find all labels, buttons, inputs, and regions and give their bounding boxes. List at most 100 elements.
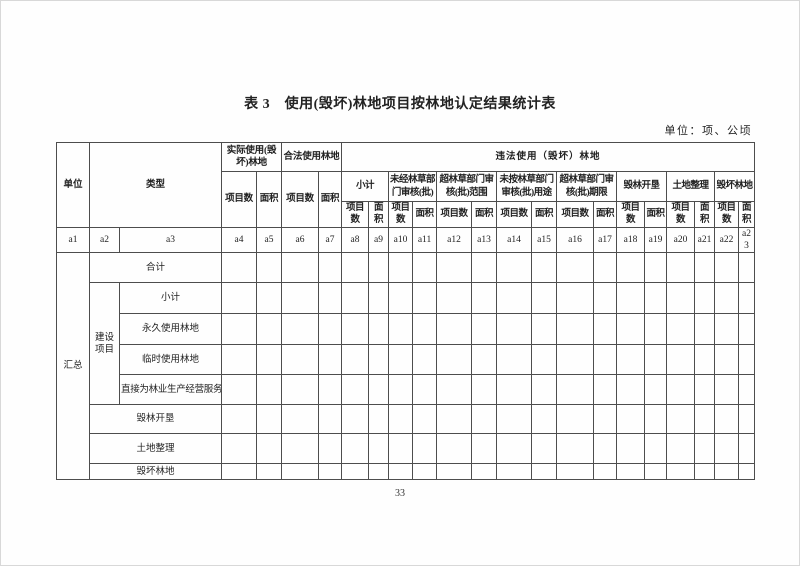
empty-data-cell <box>471 313 498 346</box>
empty-data-cell <box>256 282 283 315</box>
empty-data-cell <box>531 252 558 284</box>
header-illegal-land-consolidation: 土地整理 <box>666 171 716 202</box>
empty-data-cell <box>644 252 668 284</box>
empty-data-cell <box>436 404 473 435</box>
empty-data-cell <box>436 433 473 465</box>
code-cell: a8 <box>341 226 370 254</box>
header-actual-area: 面积 <box>256 171 283 228</box>
empty-data-cell <box>714 252 740 284</box>
empty-data-cell <box>341 463 370 481</box>
empty-data-cell <box>531 282 558 315</box>
header-project-count: 项目数 <box>556 201 595 228</box>
code-cell: a14 <box>496 226 533 254</box>
empty-data-cell <box>644 282 668 315</box>
empty-data-cell <box>318 344 343 376</box>
header-legal-use: 合法使用林地 <box>281 142 343 172</box>
empty-data-cell <box>738 433 756 465</box>
empty-data-cell <box>412 282 438 315</box>
empty-data-cell <box>644 463 668 481</box>
header-row-measures: 项目数 面积 项目数 面积 项目数 面积 项目数 面积 项目数 面积 项目数 面… <box>57 201 756 228</box>
empty-data-cell <box>436 282 473 315</box>
empty-data-cell <box>221 282 258 315</box>
empty-data-cell <box>714 313 740 346</box>
empty-data-cell <box>471 404 498 435</box>
table-row-permanent: 永久使用林地 <box>57 313 756 346</box>
empty-data-cell <box>341 404 370 435</box>
empty-data-cell <box>221 374 258 406</box>
header-actual-project-count: 项目数 <box>221 171 258 228</box>
code-cell: a22 <box>714 226 740 254</box>
code-cell: a15 <box>531 226 558 254</box>
empty-data-cell <box>281 344 320 376</box>
empty-data-cell <box>496 374 533 406</box>
empty-data-cell <box>714 282 740 315</box>
header-area: 面积 <box>644 201 668 228</box>
empty-data-cell <box>496 433 533 465</box>
header-illegal-beyond-scope: 超林草部门审核(批)范围 <box>436 171 498 202</box>
table-row-temporary: 临时使用林地 <box>57 344 756 376</box>
empty-data-cell <box>221 433 258 465</box>
empty-data-cell <box>281 282 320 315</box>
empty-data-cell <box>556 374 595 406</box>
empty-data-cell <box>221 313 258 346</box>
code-cell: a16 <box>556 226 595 254</box>
empty-data-cell <box>318 313 343 346</box>
empty-data-cell <box>556 282 595 315</box>
empty-data-cell <box>738 313 756 346</box>
table-row-destroyed: 毁坏林地 <box>57 463 756 481</box>
empty-data-cell <box>531 374 558 406</box>
empty-data-cell <box>256 463 283 481</box>
empty-data-cell <box>281 433 320 465</box>
row-label-subtotal: 小计 <box>118 282 223 315</box>
empty-data-cell <box>556 252 595 284</box>
empty-data-cell <box>496 463 533 481</box>
empty-data-cell <box>368 433 390 465</box>
empty-data-cell <box>531 463 558 481</box>
empty-data-cell <box>256 374 283 406</box>
empty-data-cell <box>368 282 390 315</box>
header-actual-use: 实际使用(毁坏)林地 <box>221 142 283 172</box>
empty-data-cell <box>471 374 498 406</box>
empty-data-cell <box>388 282 414 315</box>
empty-data-cell <box>616 463 646 481</box>
empty-data-cell <box>644 433 668 465</box>
code-cell: a23 <box>738 226 756 254</box>
empty-data-cell <box>256 404 283 435</box>
empty-data-cell <box>318 252 343 284</box>
header-illegal-use: 违法使用（毁坏）林地 <box>341 142 756 172</box>
code-row: a1 a2 a3 a4 a5 a6 a7 a8 a9 a10 a11 a12 a… <box>56 226 756 254</box>
code-cell: a7 <box>318 226 343 254</box>
empty-data-cell <box>616 433 646 465</box>
unit-note: 单位：项、公顷 <box>664 125 752 137</box>
empty-data-cell <box>694 344 716 376</box>
empty-data-cell <box>496 313 533 346</box>
empty-data-cell <box>694 463 716 481</box>
page-title: 表 3 使用(毁坏)林地项目按林地认定结果统计表 <box>244 97 556 112</box>
empty-data-cell <box>388 313 414 346</box>
empty-data-cell <box>593 313 618 346</box>
header-project-count: 项目数 <box>341 201 370 228</box>
empty-data-cell <box>341 252 370 284</box>
empty-data-cell <box>694 252 716 284</box>
code-cell: a19 <box>644 226 668 254</box>
header-project-count: 项目数 <box>666 201 696 228</box>
code-cell: a10 <box>388 226 414 254</box>
header-illegal-reclamation: 毁林开垦 <box>616 171 668 202</box>
empty-data-cell <box>593 433 618 465</box>
code-cell: a12 <box>436 226 473 254</box>
empty-data-cell <box>593 282 618 315</box>
empty-data-cell <box>281 463 320 481</box>
header-project-count: 项目数 <box>388 201 414 228</box>
empty-data-cell <box>616 252 646 284</box>
empty-data-cell <box>531 313 558 346</box>
empty-data-cell <box>368 463 390 481</box>
row-label-destroyed: 毁坏林地 <box>88 463 223 481</box>
empty-data-cell <box>694 282 716 315</box>
header-area: 面积 <box>738 201 756 228</box>
empty-data-cell <box>341 374 370 406</box>
empty-data-cell <box>281 404 320 435</box>
empty-data-cell <box>436 463 473 481</box>
header-area: 面积 <box>593 201 618 228</box>
empty-data-cell <box>388 433 414 465</box>
row-label-total: 合计 <box>88 252 223 284</box>
